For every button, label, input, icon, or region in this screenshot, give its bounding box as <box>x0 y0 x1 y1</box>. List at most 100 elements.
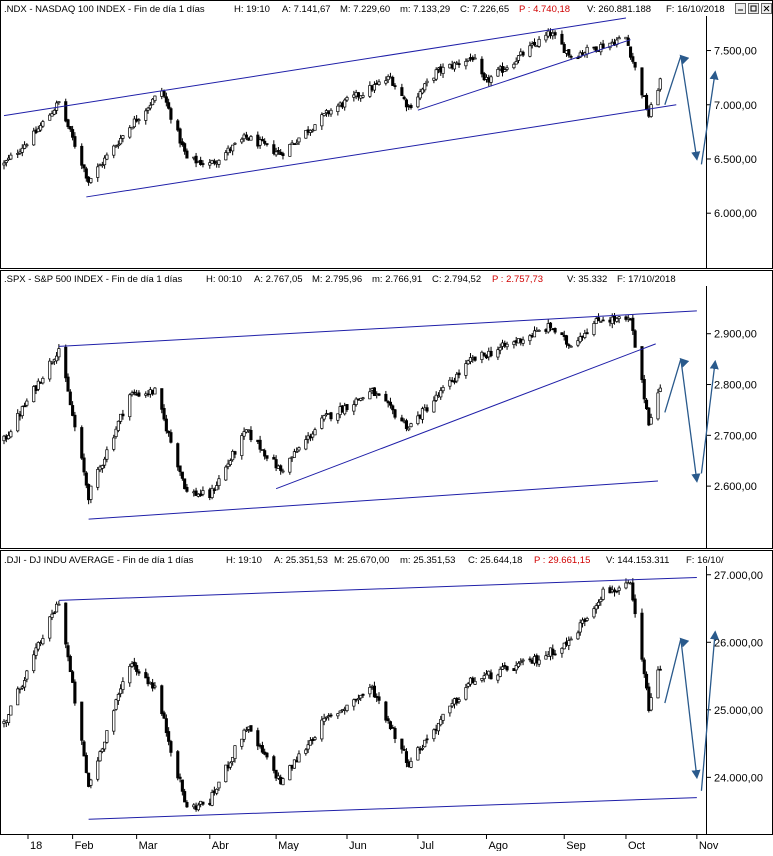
spx-header-time: H: 00:10 <box>206 274 242 285</box>
dji-candle-body <box>554 654 556 655</box>
ndx-candle-body <box>517 56 519 61</box>
spx-candle-body <box>289 458 291 472</box>
ndx-candle-body <box>346 97 348 100</box>
ndx-candle-body <box>392 77 394 85</box>
dji-candle-body <box>211 792 213 805</box>
dji-candle-body <box>597 602 599 605</box>
ndx-candle-body <box>570 56 572 57</box>
ndx-candle-body <box>97 167 99 178</box>
dji-candle-body <box>449 706 451 713</box>
ndx-candle-body <box>170 109 172 120</box>
ndx-candle-body <box>147 108 149 110</box>
ndx-candle-body <box>458 64 460 65</box>
ndx-candle-body <box>83 165 85 168</box>
ndx-candle-body <box>378 82 380 85</box>
spx-candle-body <box>42 378 44 383</box>
dji-candle-body <box>181 780 183 791</box>
spx-candle-body <box>179 466 181 472</box>
x-tick-label: Jun <box>349 840 367 851</box>
ndx-candle-body <box>275 152 277 155</box>
ndx-candle-body <box>474 58 476 59</box>
spx-candle-body <box>85 473 87 485</box>
ndx-candle-body <box>538 39 540 46</box>
spx-candle-body <box>346 404 348 409</box>
ndx-candle-body <box>218 160 220 164</box>
dji-candle-body <box>229 763 231 767</box>
dji-candle-body <box>595 606 597 609</box>
ndx-minimize-button[interactable] <box>736 4 746 14</box>
spx-candle-body <box>241 436 243 456</box>
dji-candle-body <box>433 730 435 739</box>
dji-y-tick-label: 26.000,00 <box>714 637 763 649</box>
ndx-header-low: m: 7.133,29 <box>400 4 450 15</box>
ndx-candle-body <box>568 49 570 55</box>
dji-candle-body <box>51 614 53 617</box>
spx-candle-body <box>385 394 387 401</box>
spx-candle-body <box>165 419 167 431</box>
spx-candle-body <box>330 413 332 419</box>
ndx-header-volume: V: 260.881.188 <box>587 4 651 15</box>
ndx-header-close: C: 7.226,65 <box>460 4 509 15</box>
x-tick-label: 18 <box>30 840 42 851</box>
ndx-candle-body <box>117 145 119 146</box>
ndx-candle-body <box>26 145 28 146</box>
spx-candle-body <box>593 323 595 334</box>
ndx-candle-body <box>263 141 265 143</box>
dji-candle-body <box>321 720 323 739</box>
ndx-y-tick-label: 7.500,00 <box>714 46 757 58</box>
spx-candle-body <box>229 461 231 465</box>
ndx-window-controls <box>736 4 772 14</box>
dji-candle-body <box>314 738 316 740</box>
dji-candle-body <box>353 700 355 706</box>
x-tick-label: Abr <box>212 840 229 851</box>
dji-candle-body <box>129 666 131 683</box>
x-tick-label: Feb <box>75 840 94 851</box>
dji-candle-body <box>250 726 252 732</box>
ndx-candle-body <box>337 106 339 112</box>
ndx-candle-body <box>33 131 35 145</box>
ndx-candle-body <box>138 120 140 121</box>
ndx-candle-body <box>641 68 643 95</box>
dji-header-name: .DJI - DJ INDU AVERAGE - Fin de día 1 dí… <box>4 555 194 566</box>
spx-candle-body <box>522 340 524 343</box>
ndx-candle-body <box>154 96 156 101</box>
ndx-candle-body <box>618 38 620 39</box>
ndx-header-open: A: 7.141,67 <box>282 4 331 15</box>
dji-candle-body <box>538 660 540 664</box>
dji-candle-body <box>394 728 396 738</box>
ndx-maximize-button[interactable] <box>749 4 759 14</box>
ndx-candle-body <box>467 59 469 61</box>
spx-candle-body <box>453 381 455 382</box>
ndx-candle-body <box>241 139 243 142</box>
spx-candle-body <box>497 350 499 357</box>
dji-header-volume: V: 144.153.311 <box>606 555 669 566</box>
dji-candle-body <box>401 739 403 749</box>
x-tick-label: Ago <box>488 840 508 851</box>
ndx-candle-body <box>515 61 517 64</box>
dji-candle-body <box>442 714 444 720</box>
ndx-y-tick-label: 6.000,00 <box>714 208 757 220</box>
spx-header-date: F: 17/10/2018 <box>617 274 676 285</box>
dji-candle-body <box>74 682 76 703</box>
x-tick-label: May <box>278 840 299 851</box>
spx-candle-body <box>465 364 467 376</box>
dji-candle-body <box>218 782 220 788</box>
ndx-candle-body <box>497 69 499 76</box>
ndx-candle-body <box>522 52 524 55</box>
ndx-candle-body <box>90 178 92 182</box>
dji-candle-body <box>53 613 55 614</box>
dji-candle-body <box>577 633 579 639</box>
spx-candle-body <box>26 401 28 405</box>
spx-candle-body <box>506 344 508 346</box>
x-tick-label: Oct <box>628 840 645 851</box>
dji-candle-body <box>241 739 243 746</box>
ndx-candle-body <box>424 84 426 90</box>
ndx-candle-body <box>465 61 467 65</box>
dji-candle-body <box>424 740 426 746</box>
spx-candle-body <box>645 400 647 409</box>
ndx-candle-body <box>186 151 188 158</box>
ndx-candle-body <box>282 154 284 156</box>
dji-candle-body <box>177 752 179 778</box>
dji-candle-body <box>135 665 137 671</box>
spx-candle-body <box>101 466 103 469</box>
